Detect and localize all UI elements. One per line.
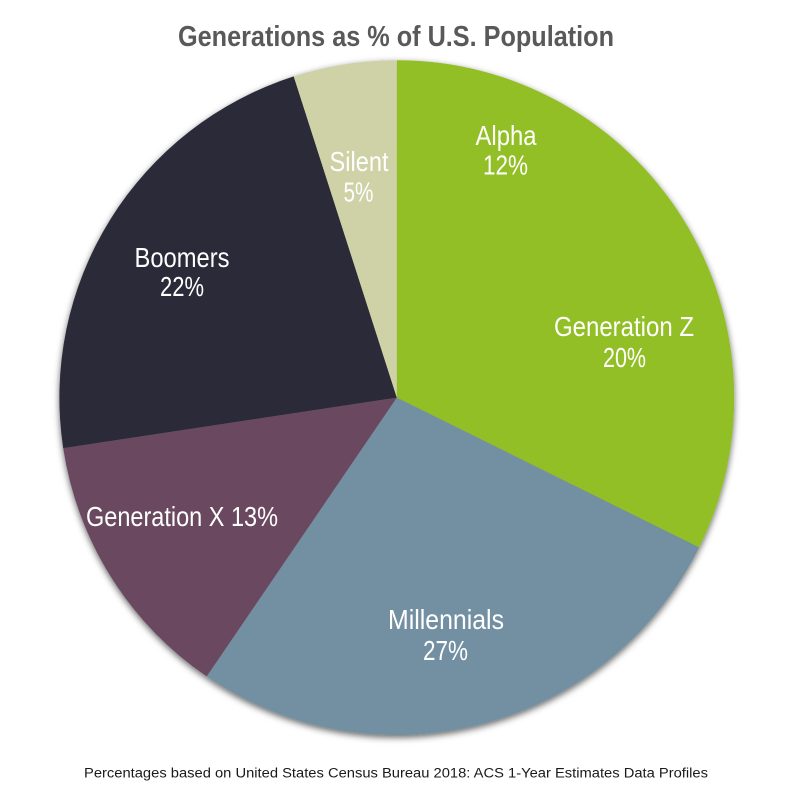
svg-text:Generation X 13%: Generation X 13% — [86, 501, 278, 532]
svg-text:Generation Z: Generation Z — [554, 311, 694, 342]
svg-text:Boomers: Boomers — [135, 242, 230, 273]
svg-text:Silent: Silent — [330, 146, 389, 177]
svg-text:12%: 12% — [483, 150, 528, 181]
svg-text:27%: 27% — [423, 635, 468, 666]
svg-text:Millennials: Millennials — [388, 604, 504, 635]
svg-text:Percentages based on United St: Percentages based on United States Censu… — [84, 766, 708, 781]
svg-text:Alpha: Alpha — [476, 120, 538, 151]
svg-text:20%: 20% — [603, 342, 646, 373]
svg-text:Generations as % of U.S. Popul: Generations as % of U.S. Population — [178, 21, 614, 53]
svg-text:5%: 5% — [344, 177, 374, 208]
svg-text:22%: 22% — [160, 271, 204, 302]
